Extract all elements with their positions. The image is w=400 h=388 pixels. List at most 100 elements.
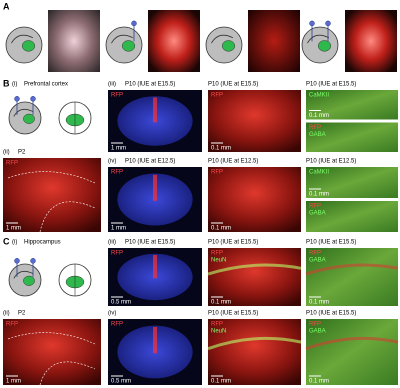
rfp-signal (153, 97, 157, 123)
column-title: P10 (IUE at E15.5) (306, 311, 356, 317)
scale-label: 0.1 mm (211, 300, 231, 306)
scale-label: 1 mm (6, 379, 21, 385)
electroporated-region (121, 40, 136, 52)
stain-label: RFP (309, 322, 321, 328)
rfp-signal (153, 326, 157, 354)
stain-label: RFP (111, 93, 123, 99)
electrode (30, 258, 36, 264)
micrograph (208, 248, 301, 306)
column-title: P10 (IUE at E12.5) (208, 159, 258, 165)
scale-label: 1 mm (6, 226, 21, 232)
row-label: (ii) (3, 150, 10, 156)
rfp-signal (153, 254, 157, 279)
column-title: P10 (IUE at E15.5) (125, 82, 175, 88)
electroporated-region (23, 275, 35, 286)
photo (148, 10, 200, 72)
row-label: (i) (12, 82, 17, 88)
row-title: P2 (18, 311, 26, 317)
cell-layer (207, 263, 302, 276)
column-title: P10 (IUE at E15.5) (125, 240, 175, 246)
electrode (309, 20, 315, 27)
micrograph (208, 167, 301, 232)
electrode (14, 258, 20, 264)
panel-label: C (3, 236, 10, 246)
micrograph (306, 319, 398, 385)
outline (7, 171, 96, 233)
micrograph (3, 158, 101, 232)
brain-outline (307, 34, 330, 44)
stain-label: RFP (6, 322, 18, 328)
scale-label: 0.5 mm (111, 379, 131, 385)
row-label: (iv) (108, 311, 116, 317)
stain-label: GABA (309, 132, 326, 138)
stain-label: CaMKII (309, 170, 329, 176)
stain-label: CaMKII (309, 93, 329, 99)
column-title: P10 (IUE at E15.5) (208, 82, 258, 88)
electrode (14, 96, 20, 102)
stain-label: GABA (309, 258, 326, 264)
stain-label: RFP (211, 170, 223, 176)
stain-label: NeuN (211, 258, 226, 264)
photo (248, 10, 300, 72)
stain-label: RFP (111, 170, 123, 176)
column-title: P10 (IUE at E12.5) (125, 159, 175, 165)
brain-outline (11, 34, 34, 44)
brain-outline (13, 108, 34, 117)
photo (48, 10, 100, 72)
outline (7, 332, 96, 386)
stain-label: RFP (211, 251, 223, 257)
stain-label: RFP (211, 93, 223, 99)
rfp-signal (153, 174, 157, 201)
row-label: (iii) (108, 82, 116, 88)
stain-label: GABA (309, 329, 326, 335)
stain-label: RFP (309, 251, 321, 257)
cell-layer (207, 336, 302, 351)
micrograph (306, 122, 398, 152)
stain-label: RFP (111, 322, 123, 328)
micrograph (306, 248, 398, 306)
scale-label: 0.1 mm (309, 192, 329, 198)
brain-outline (211, 34, 234, 44)
column-title: P10 (IUE at E15.5) (208, 311, 258, 317)
cell-layer (305, 263, 399, 276)
photo (345, 10, 397, 72)
column-title: P10 (IUE at E12.5) (306, 159, 356, 165)
stain-label: RFP (111, 251, 123, 257)
stain-label: RFP (211, 322, 223, 328)
scale-label: 0.1 mm (309, 113, 329, 119)
micrograph (306, 90, 398, 120)
row-title: P2 (18, 150, 26, 156)
micrograph (306, 167, 398, 198)
row-label: (ii) (3, 311, 10, 317)
column-title: P10 (IUE at E15.5) (306, 240, 356, 246)
stain-label: NeuN (211, 329, 226, 335)
scale-label: 0.1 mm (211, 146, 231, 152)
scale-label: 1 mm (111, 146, 126, 152)
scale-label: 1 mm (111, 226, 126, 232)
cell-layer (305, 336, 399, 351)
micrograph (208, 90, 301, 152)
micrograph (306, 201, 398, 232)
column-title: P10 (IUE at E15.5) (208, 240, 258, 246)
stain-label: RFP (309, 204, 321, 210)
scale-label: 0.5 mm (111, 300, 131, 306)
row-title: Hippocampus (24, 240, 61, 246)
stain-label: RFP (6, 161, 18, 167)
electrode (30, 96, 36, 102)
electrode (325, 20, 331, 27)
panel-label: A (3, 1, 10, 11)
stain-label: GABA (309, 211, 326, 217)
brain-outline (111, 34, 134, 44)
column-title: P10 (IUE at E15.5) (306, 82, 356, 88)
stain-label: RFP (309, 125, 321, 131)
row-label: (iv) (108, 159, 116, 165)
scale-label: 0.1 mm (211, 379, 231, 385)
micrograph (3, 319, 101, 385)
panel-label: B (3, 78, 10, 88)
electroporated-region (21, 40, 36, 52)
row-label: (i) (12, 240, 17, 246)
scale-label: 0.1 mm (309, 300, 329, 306)
electroporated-region (221, 40, 236, 52)
micrograph (208, 319, 301, 385)
